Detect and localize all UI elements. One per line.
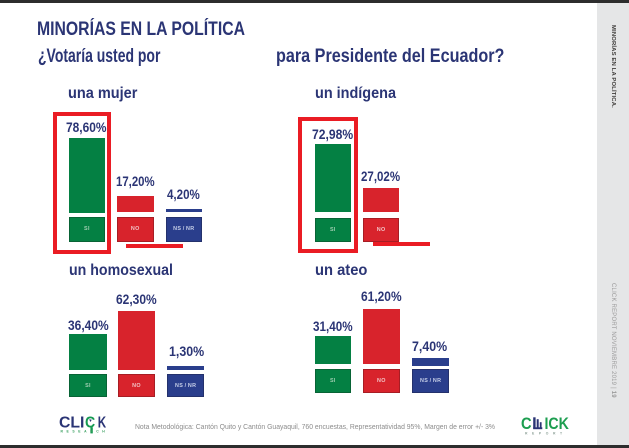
svg-text:REPORT: REPORT [525, 431, 567, 435]
svg-text:CLI: CLI [59, 414, 84, 431]
svg-text:C: C [85, 414, 96, 431]
svg-text:RESEARCH: RESEARCH [60, 429, 108, 433]
svg-text:ICK: ICK [545, 414, 570, 433]
svg-text:K: K [97, 414, 106, 431]
svg-text:C: C [521, 414, 532, 433]
